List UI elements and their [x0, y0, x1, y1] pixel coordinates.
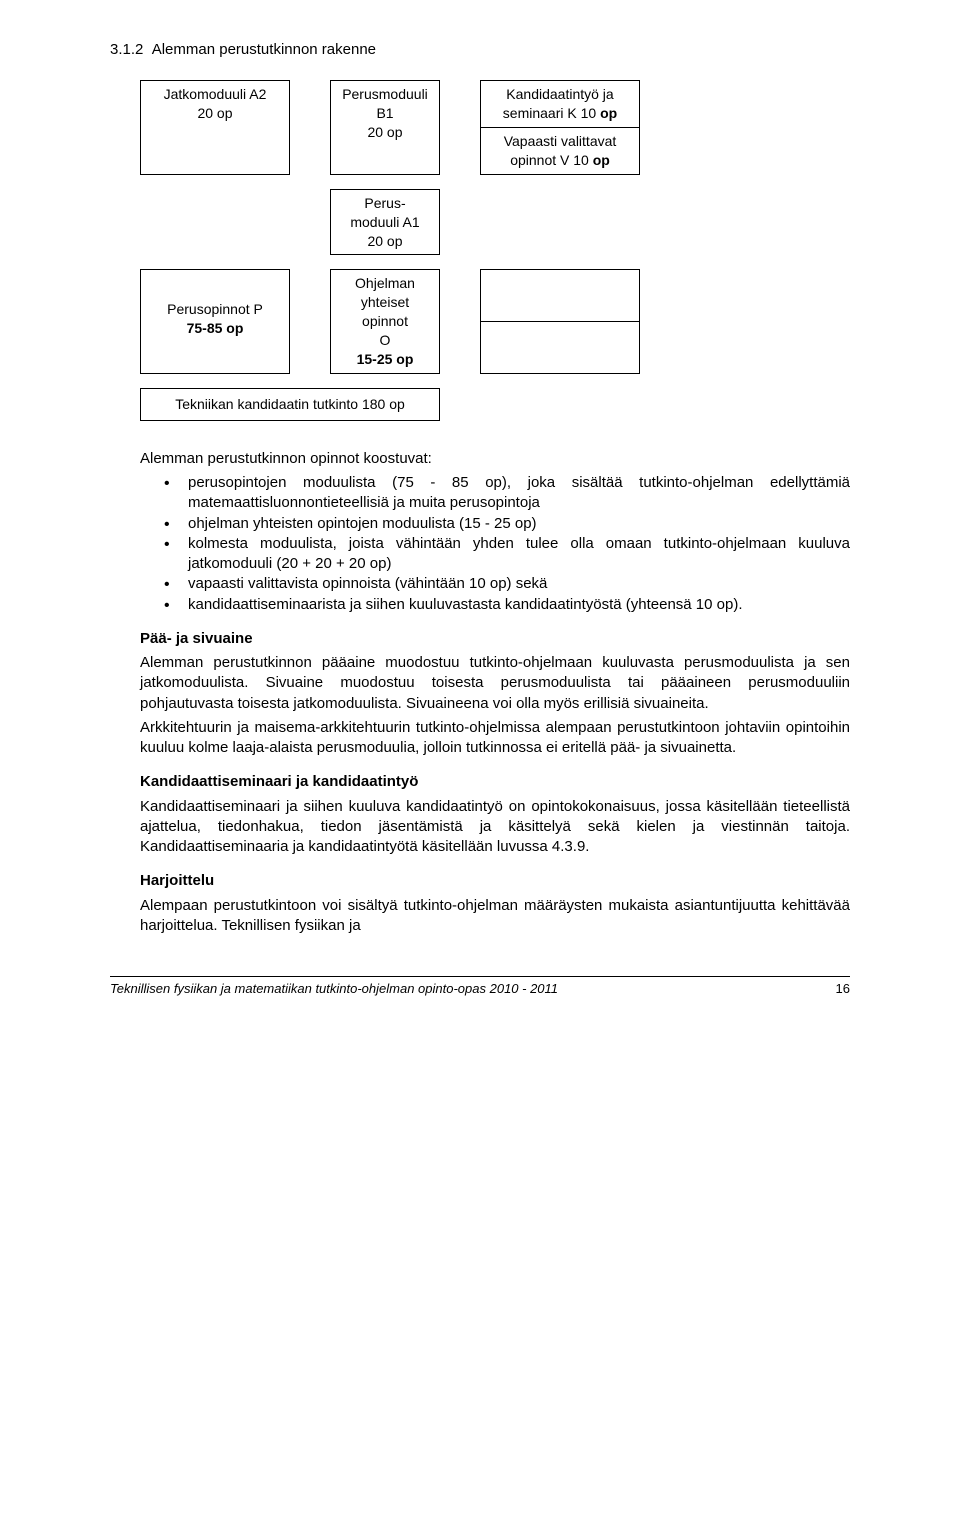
- box-jatkomoduuli-a2: Jatkomoduuli A2 20 op: [140, 80, 290, 175]
- paragraph: Arkkitehtuurin ja maisema-arkkitehtuurin…: [140, 718, 850, 759]
- harjoittelu-heading: Harjoittelu: [140, 871, 850, 891]
- diagram-row-3: Perusopinnot P 75-85 op Ohjelmanyhteiset…: [140, 269, 850, 373]
- paragraph: Alemman perustutkinnon pääaine muodostuu…: [140, 653, 850, 714]
- page-number: 16: [836, 980, 850, 998]
- footer-text: Teknillisen fysiikan ja matematiikan tut…: [110, 980, 558, 998]
- diagram-row-2: Perus-moduuli A1 20 op: [140, 189, 850, 256]
- kandidaatti-heading: Kandidaattiseminaari ja kandidaatintyö: [140, 772, 850, 792]
- bullet-list: perusopintojen moduulista (75 - 85 op), …: [140, 473, 850, 615]
- list-item: ohjelman yhteisten opintojen moduulista …: [164, 514, 850, 534]
- section-title-text: Alemman perustutkinnon rakenne: [152, 41, 376, 58]
- box-perusmoduuli-a1: Perus-moduuli A1 20 op: [330, 189, 440, 256]
- box-credits: 20 op: [339, 123, 431, 142]
- diagram-row-1: Jatkomoduuli A2 20 op PerusmoduuliB1 20 …: [140, 80, 850, 175]
- section-number: 3.1.2: [110, 41, 143, 58]
- body-text-block: Alemman perustutkinnon opinnot koostuvat…: [140, 449, 850, 936]
- box-label: Vapaasti valittavatopinnot V 10 op: [489, 132, 631, 170]
- box-credits: 75-85 op: [149, 319, 281, 338]
- diagram-degree-row: Tekniikan kandidaatin tutkinto 180 op: [140, 388, 850, 421]
- box-perusmoduuli-b1: PerusmoduuliB1 20 op: [330, 80, 440, 175]
- box-label: Perus-moduuli A1: [339, 194, 431, 232]
- list-item: kandidaattiseminaarista ja siihen kuuluv…: [164, 595, 850, 615]
- box-credits: 20 op: [149, 104, 281, 123]
- list-item: perusopintojen moduulista (75 - 85 op), …: [164, 473, 850, 514]
- subsection-heading: 3.1.2 Alemman perustutkinnon rakenne: [110, 40, 850, 60]
- box-label: Ohjelmanyhteiset opinnotO: [339, 274, 431, 350]
- box-kandidaatintyo: Kandidaatintyö jaseminaari K 10 op: [480, 80, 640, 128]
- paragraph: Alempaan perustutkintoon voi sisältyä tu…: [140, 896, 850, 937]
- paragraph: Kandidaattiseminaari ja siihen kuuluva k…: [140, 797, 850, 858]
- box-credits: 20 op: [339, 232, 431, 251]
- box-degree-total: Tekniikan kandidaatin tutkinto 180 op: [140, 388, 440, 421]
- box-empty-bottom: [480, 322, 640, 374]
- column-right-small: Kandidaatintyö jaseminaari K 10 op Vapaa…: [480, 80, 640, 175]
- paa-sivuaine-heading: Pää- ja sivuaine: [140, 629, 850, 649]
- box-ohjelman-yhteiset: Ohjelmanyhteiset opinnotO 15-25 op: [330, 269, 440, 373]
- box-label: Kandidaatintyö jaseminaari K 10 op: [489, 85, 631, 123]
- box-label: PerusmoduuliB1: [339, 85, 431, 123]
- structure-diagram: Jatkomoduuli A2 20 op PerusmoduuliB1 20 …: [140, 80, 850, 421]
- box-credits: 15-25 op: [339, 350, 431, 369]
- page-footer: Teknillisen fysiikan ja matematiikan tut…: [110, 976, 850, 998]
- list-item: vapaasti valittavista opinnoista (vähint…: [164, 574, 850, 594]
- box-label: Perusopinnot P: [149, 300, 281, 319]
- box-vapaasti-valittavat: Vapaasti valittavatopinnot V 10 op: [480, 128, 640, 175]
- intro-line: Alemman perustutkinnon opinnot koostuvat…: [140, 449, 850, 469]
- box-empty-top: [480, 269, 640, 322]
- list-item: kolmesta moduulista, joista vähintään yh…: [164, 534, 850, 575]
- box-label: Jatkomoduuli A2: [149, 85, 281, 104]
- box-perusopinnot-p: Perusopinnot P 75-85 op: [140, 269, 290, 373]
